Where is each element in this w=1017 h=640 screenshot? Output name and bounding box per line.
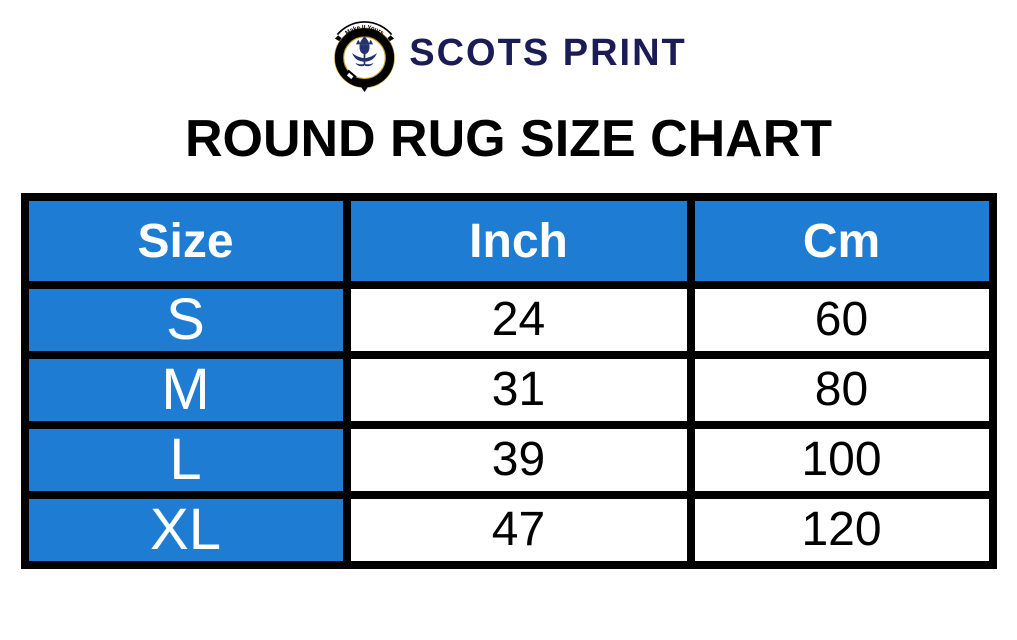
header-cm: Cm	[686, 193, 997, 289]
inch-cell-xl: 47	[342, 491, 695, 569]
cm-cell-s: 60	[686, 281, 997, 359]
table-row-m: M 31 80	[20, 351, 997, 429]
belt-buckle	[343, 69, 357, 83]
thistle-icon	[352, 36, 378, 67]
cm-cell-l: 100	[686, 421, 997, 499]
inch-cell-m: 31	[342, 351, 695, 429]
size-chart-table: Size Inch Cm S 24 60 M 31 80 L 39 100	[20, 193, 997, 569]
table-header-row: Size Inch Cm	[20, 193, 997, 289]
size-cell-l: L	[20, 421, 351, 499]
inch-cell-s: 24	[342, 281, 695, 359]
page-title: ROUND RUG SIZE CHART	[184, 110, 833, 168]
clan-crest-thistle-icon: Make It Yours	[334, 21, 396, 93]
cm-cell-m: 80	[686, 351, 997, 429]
brand-name: SCOTS PRINT	[409, 31, 687, 74]
size-cell-xl: XL	[20, 491, 351, 569]
header-inch: Inch	[342, 193, 695, 289]
table-row-l: L 39 100	[20, 421, 997, 499]
table-row-xl: XL 47 120	[20, 491, 997, 569]
inch-cell-l: 39	[342, 421, 695, 499]
cm-cell-xl: 120	[686, 491, 997, 569]
brand-logo: Make It Yours SCOTS PRINT	[0, 0, 1017, 95]
header-size: Size	[20, 193, 351, 289]
size-cell-m: M	[20, 351, 351, 429]
table-row-s: S 24 60	[20, 281, 997, 359]
size-cell-s: S	[20, 281, 351, 359]
